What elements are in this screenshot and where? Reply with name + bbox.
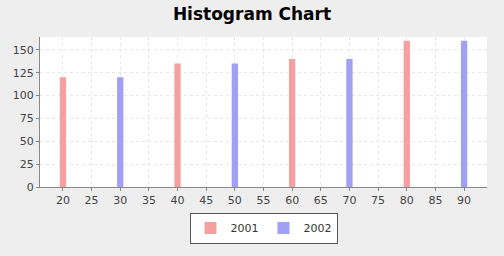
svg-text:Histogram Chart: Histogram Chart	[173, 4, 331, 24]
svg-text:65: 65	[314, 194, 328, 207]
svg-text:150: 150	[13, 44, 34, 57]
svg-text:55: 55	[257, 194, 271, 207]
svg-text:50: 50	[228, 194, 242, 207]
svg-text:60: 60	[285, 194, 299, 207]
svg-text:75: 75	[20, 112, 34, 125]
svg-text:20: 20	[56, 194, 70, 207]
svg-text:90: 90	[457, 194, 471, 207]
svg-text:50: 50	[20, 135, 34, 148]
svg-text:25: 25	[85, 194, 99, 207]
svg-text:85: 85	[428, 194, 442, 207]
svg-text:45: 45	[199, 194, 213, 207]
svg-text:40: 40	[171, 194, 185, 207]
svg-text:75: 75	[371, 194, 385, 207]
svg-text:30: 30	[113, 194, 127, 207]
svg-text:35: 35	[142, 194, 156, 207]
svg-text:0: 0	[27, 181, 34, 194]
svg-text:25: 25	[20, 158, 34, 171]
svg-text:2002: 2002	[304, 222, 332, 235]
svg-text:2001: 2001	[231, 222, 259, 235]
svg-text:125: 125	[13, 67, 34, 80]
svg-text:80: 80	[400, 194, 414, 207]
svg-text:100: 100	[13, 89, 34, 102]
svg-text:70: 70	[342, 194, 356, 207]
